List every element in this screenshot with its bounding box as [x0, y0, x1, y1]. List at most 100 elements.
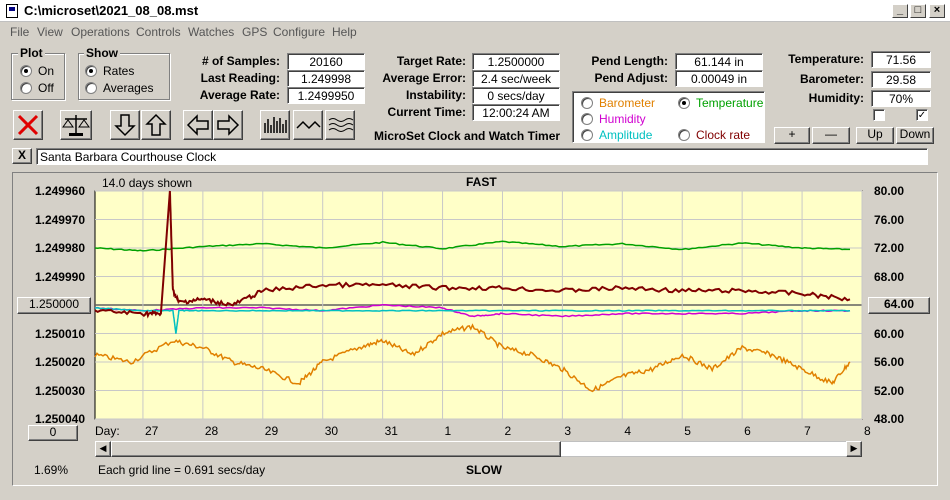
y-left-tick-label: 1.249980: [34, 241, 85, 255]
overlay-humidity-radio[interactable]: [581, 113, 593, 125]
pend-length-value[interactable]: 61.144 in: [675, 53, 763, 70]
y-left-tick-label: 1.250020: [34, 355, 85, 369]
plot-off-radio[interactable]: [20, 82, 32, 94]
up-button[interactable]: Up: [856, 127, 894, 144]
average-rate-label: Average Rate:: [199, 88, 280, 102]
histogram-button[interactable]: [260, 110, 290, 140]
target-rate-value[interactable]: 1.2500000: [472, 53, 560, 70]
overlay-temperature-label[interactable]: Temperature: [696, 96, 764, 110]
series-line-temperature: [94, 240, 850, 252]
scroll-right-button[interactable]: ▶: [846, 441, 862, 457]
arrow-left-icon: [186, 114, 209, 136]
overlay-clock-rate-radio[interactable]: [678, 129, 690, 141]
overlay-selector: [572, 91, 765, 143]
watch-name-field[interactable]: Santa Barbara Courthouse Clock: [36, 148, 928, 165]
overlay-temperature-radio[interactable]: [678, 97, 690, 109]
x-tick-label: 1: [444, 424, 452, 438]
calibrate-button[interactable]: [60, 110, 92, 140]
overlay-barometer-label[interactable]: Barometer: [599, 96, 656, 110]
y-right-tick-label: 52.00: [874, 383, 905, 398]
fast-label: FAST: [466, 175, 497, 189]
y-left-tick-label: 1.250010: [34, 326, 85, 341]
multi-wave-icon: [328, 118, 354, 132]
x-tick-label: 2: [504, 424, 512, 438]
maximize-button[interactable]: □: [910, 4, 926, 18]
humidity-value: 70%: [871, 90, 931, 107]
menu-bar: File View Operations Controls Watches GP…: [0, 22, 950, 42]
option-checkbox-2[interactable]: ✓: [916, 109, 928, 121]
menu-operations[interactable]: Operations: [71, 25, 130, 39]
series-line-barometer: [94, 323, 851, 393]
menu-watches[interactable]: Watches: [188, 25, 235, 39]
grid-note: Each grid line = 0.691 secs/day: [98, 463, 266, 477]
series-line-clock-rate: [94, 190, 851, 319]
x-tick-label: 30: [324, 424, 339, 438]
menu-gps[interactable]: GPS: [242, 25, 268, 39]
up-arrow-button[interactable]: [141, 110, 171, 140]
show-averages-label[interactable]: Averages: [103, 81, 154, 95]
menu-view[interactable]: View: [37, 25, 63, 39]
day-label: Day:: [95, 424, 120, 438]
chart-frame: [12, 172, 938, 486]
center-rate-button[interactable]: 1.250000: [17, 297, 91, 314]
humidity-label: Humidity:: [808, 91, 864, 105]
temperature-value: 71.56: [871, 51, 931, 68]
show-averages-radio[interactable]: [85, 82, 97, 94]
option-checkbox-1[interactable]: [873, 109, 885, 121]
right-arrow-button[interactable]: [213, 110, 243, 140]
pend-adjust-label: Pend Adjust:: [594, 71, 668, 85]
scroll-left-button[interactable]: ◀: [95, 441, 111, 457]
left-arrow-button[interactable]: [183, 110, 213, 140]
scroll-thumb[interactable]: [111, 441, 561, 457]
multi-wave-button[interactable]: [325, 110, 355, 140]
histogram-icon: [264, 117, 287, 133]
down-arrow-button[interactable]: [110, 110, 140, 140]
minus-button[interactable]: —: [812, 127, 850, 144]
menu-file[interactable]: File: [10, 25, 30, 39]
arrow-up-icon: [145, 113, 167, 136]
center-overlay-button[interactable]: 64.00: [868, 297, 930, 314]
menu-configure[interactable]: Configure: [273, 25, 326, 39]
overlay-clock-rate-label[interactable]: Clock rate: [696, 128, 751, 142]
show-rates-label[interactable]: Rates: [103, 64, 135, 78]
target-rate-label: Target Rate:: [396, 54, 466, 68]
minimize-button[interactable]: _: [892, 4, 908, 18]
plot-on-label[interactable]: On: [38, 64, 55, 78]
overlay-amplitude-label[interactable]: Amplitude: [599, 128, 653, 142]
x-tick-label: 28: [204, 424, 219, 438]
stop-button[interactable]: [13, 110, 43, 140]
x-tick-label: 3: [564, 424, 572, 438]
wave-icon: [296, 120, 321, 130]
down-button[interactable]: Down: [896, 127, 934, 144]
overlay-humidity-label[interactable]: Humidity: [599, 112, 646, 126]
y-left-tick-label: 1.249960: [34, 184, 85, 198]
menu-help[interactable]: Help: [332, 25, 357, 39]
overlay-barometer-radio[interactable]: [581, 97, 593, 109]
start-day-button[interactable]: 0: [28, 425, 78, 441]
plot-on-radio[interactable]: [20, 65, 32, 77]
y-right-tick-label: 48.00: [874, 412, 905, 426]
show-rates-radio[interactable]: [85, 65, 97, 77]
y-left-tick-label: 1.249970: [34, 212, 85, 227]
wave-button[interactable]: [293, 110, 323, 140]
title-bar: C:\microset\2021_08_08.mst _ □ ×: [0, 0, 950, 22]
x-tick-label: 6: [744, 424, 751, 438]
menu-controls[interactable]: Controls: [136, 25, 181, 39]
overlay-amplitude-radio[interactable]: [581, 129, 593, 141]
x-tick-label: 31: [384, 424, 398, 438]
plot-group-label: Plot: [18, 46, 45, 60]
instability-value: 0 secs/day: [472, 87, 560, 104]
average-rate-value: 1.2499950: [287, 87, 365, 104]
x-tick-label: 27: [144, 424, 159, 438]
series-line-humidity: [94, 303, 851, 318]
clear-watch-button[interactable]: X: [12, 148, 32, 164]
scroll-track[interactable]: [561, 442, 846, 456]
arrow-right-icon: [217, 114, 240, 136]
current-time-label: Current Time:: [387, 105, 466, 119]
y-right-tick-label: 80.00: [874, 184, 905, 198]
plus-button[interactable]: +: [774, 127, 810, 144]
plot-off-label[interactable]: Off: [38, 81, 54, 95]
close-window-button[interactable]: ×: [929, 4, 945, 18]
x-tick-label: 4: [624, 424, 631, 438]
